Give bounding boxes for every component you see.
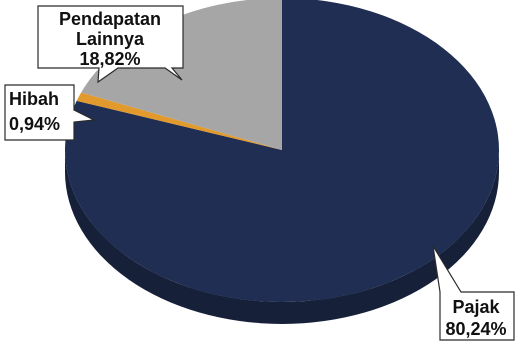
- callout-box-hibah: [4, 84, 97, 141]
- pie-slice-pendapatan-lainnya: [81, 0, 282, 150]
- pie-slice-pajak: [65, 0, 499, 302]
- label-pendapatan-value: 18,82%: [79, 49, 140, 69]
- pie-top: [65, 0, 499, 302]
- label-hibah-value: 0,94%: [9, 114, 60, 134]
- callout-hibah: Hibah 0,94%: [4, 84, 97, 141]
- label-hibah-name: Hibah: [9, 89, 59, 109]
- label-pajak-value: 80,24%: [445, 319, 506, 339]
- label-pajak-name: Pajak: [452, 297, 500, 317]
- callout-box-pendapatan-lainnya: [37, 5, 184, 84]
- callout-box-pajak: [432, 245, 515, 341]
- label-pendapatan-line1: Pendapatan: [59, 9, 161, 29]
- callout-pendapatan-lainnya: Pendapatan Lainnya 18,82%: [37, 5, 184, 84]
- label-pendapatan-line2: Lainnya: [76, 29, 145, 49]
- callout-pajak: Pajak 80,24%: [432, 245, 515, 341]
- pie-slice-hibah: [76, 92, 282, 150]
